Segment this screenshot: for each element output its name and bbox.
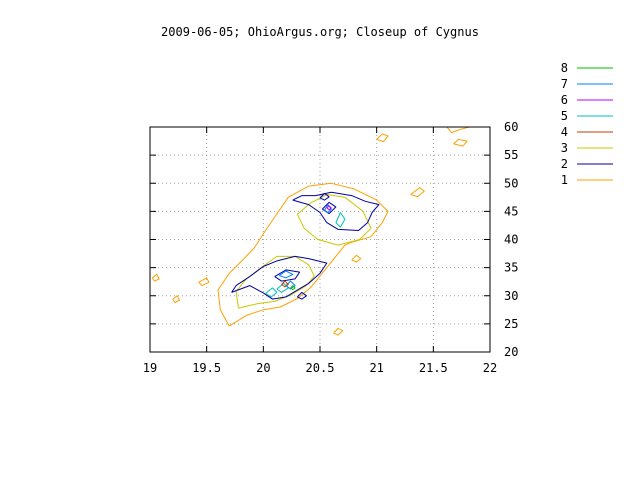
contour-level-3-11 (296, 194, 372, 246)
x-tick-label: 20.5 (306, 361, 335, 375)
contour-level-2-16 (274, 269, 301, 282)
y-tick-label: 50 (504, 176, 518, 190)
y-tick-label: 60 (504, 120, 518, 134)
x-tick-label: 19.5 (192, 361, 221, 375)
contour-level-6-25 (326, 205, 332, 211)
x-axis-ticks: 19 19.5 20 20.5 21 21.5 22 (143, 127, 497, 375)
x-tick-label: 21 (369, 361, 383, 375)
contour-level-1-0 (217, 182, 389, 327)
x-tick-label: 20 (256, 361, 270, 375)
contour-level-7-23 (324, 204, 332, 213)
legend-label-7: 7 (561, 77, 568, 91)
contour-level-8-26 (290, 285, 296, 291)
legend: 8 7 6 5 4 3 2 1 (561, 61, 613, 187)
contour-level-1-8 (446, 126, 470, 134)
contour-level-7-22 (278, 270, 294, 279)
contour-level-2-15 (296, 291, 307, 300)
contour-level-4-24 (281, 280, 289, 288)
y-tick-label: 55 (504, 148, 518, 162)
y-tick-label: 30 (504, 289, 518, 303)
contour-level-1-4 (333, 327, 344, 336)
x-tick-label: 22 (483, 361, 497, 375)
legend-label-3: 3 (561, 141, 568, 155)
legend-label-8: 8 (561, 61, 568, 75)
legend-label-4: 4 (561, 125, 568, 139)
contour-level-1-6 (376, 133, 389, 143)
legend-label-2: 2 (561, 157, 568, 171)
y-tick-label: 40 (504, 233, 518, 247)
contour-level-2-14 (319, 192, 330, 201)
legend-label-1: 1 (561, 173, 568, 187)
contour-level-1-9 (453, 138, 468, 147)
y-tick-label: 35 (504, 261, 518, 275)
contour-level-7-21 (285, 280, 296, 290)
y-tick-label: 20 (504, 345, 518, 359)
y-axis-ticks: 20 25 30 35 40 45 50 55 60 (150, 120, 518, 359)
contour-lines (151, 126, 470, 336)
contour-level-5-18 (265, 287, 278, 298)
contour-level-5-20 (335, 212, 346, 228)
contour-level-1-3 (198, 277, 210, 287)
x-tick-label: 21.5 (419, 361, 448, 375)
contour-level-2-12 (231, 255, 328, 300)
contour-level-2-13 (292, 191, 380, 231)
contour-level-1-5 (351, 254, 362, 263)
contour-level-3-10 (235, 255, 315, 309)
x-tick-label: 19 (143, 361, 157, 375)
y-tick-label: 25 (504, 317, 518, 331)
chart-title: 2009-06-05; OhioArgus.org; Closeup of Cy… (161, 25, 479, 39)
contour-level-1-2 (172, 295, 180, 303)
contour-level-1-7 (410, 187, 425, 198)
contour-level-1-1 (151, 273, 160, 282)
y-tick-label: 45 (504, 204, 518, 218)
grid-lines (150, 127, 490, 352)
legend-label-6: 6 (561, 93, 568, 107)
legend-label-5: 5 (561, 109, 568, 123)
